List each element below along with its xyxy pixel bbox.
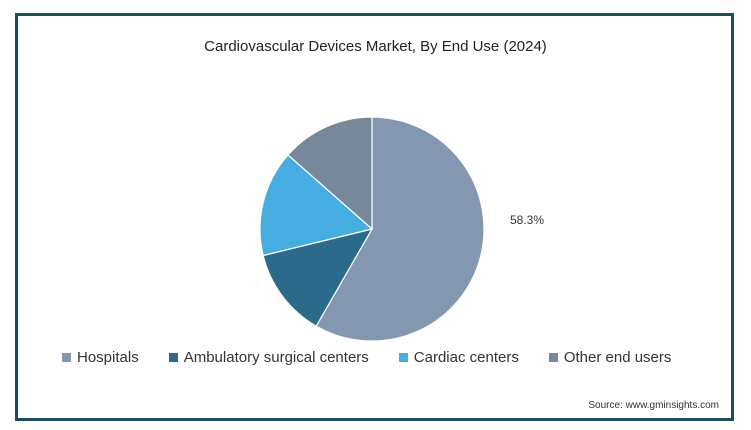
legend-swatch: [62, 353, 71, 362]
legend-label: Hospitals: [77, 349, 139, 366]
chart-title: Cardiovascular Devices Market, By End Us…: [204, 38, 547, 55]
pie-slice-other-end-users: [287, 116, 373, 231]
legend-item: Other end users: [548, 349, 672, 366]
source-text: Source: www.gminsights.com: [588, 400, 719, 411]
legend-swatch: [548, 353, 558, 362]
legend-item: Hospitals: [62, 349, 139, 366]
pie-slice-cardiac-centers: [259, 154, 374, 257]
legend-label: Ambulatory surgical centers: [183, 349, 369, 366]
legend-swatch: [398, 353, 408, 362]
legend-item: Cardiac centers: [398, 349, 519, 366]
legend: Hospitals Ambulatory surgical centers Card…: [62, 349, 701, 366]
legend-item: Ambulatory surgical centers: [168, 349, 369, 366]
data-label: 58.3%: [510, 213, 544, 227]
pie-slice-hospitals: [315, 116, 485, 342]
legend-label: Other end users: [563, 349, 672, 366]
legend-swatch: [168, 353, 178, 362]
pie-slice-ambulatory-surgical-centers: [262, 228, 374, 327]
legend-label: Cardiac centers: [413, 349, 519, 366]
